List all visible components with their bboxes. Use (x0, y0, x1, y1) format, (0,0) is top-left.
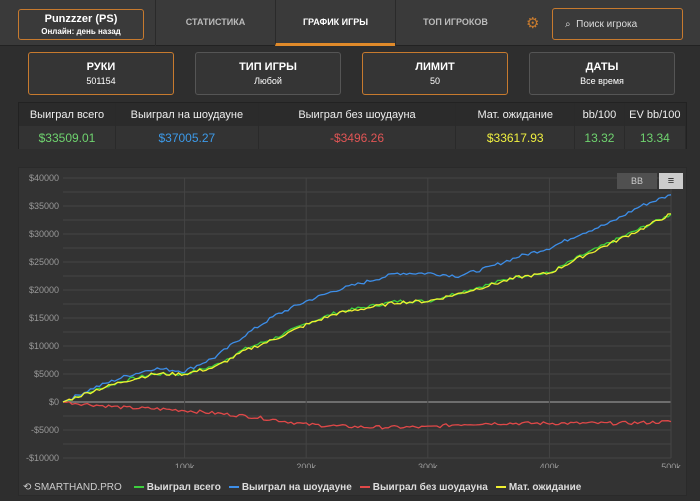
stats-header: Выиграл без шоудауна (259, 103, 457, 126)
legend-swatch (359, 486, 370, 489)
legend-swatch (133, 486, 144, 489)
stats-table: Выиграл всего Выиграл на шоудауне Выиграл … (18, 102, 687, 149)
top-nav: Punzzzer (PS) Онлайн: день назад СТАТИСТ… (0, 0, 700, 46)
user-card[interactable]: Punzzzer (PS) Онлайн: день назад (18, 9, 144, 40)
filter-value: Все время (580, 76, 624, 86)
x-tick-label: 100k (175, 462, 195, 468)
search-input[interactable]: ⌕ Поиск игрока (552, 8, 683, 40)
y-tick-label: $5000 (34, 369, 59, 379)
stats-header: Выиграл всего (19, 103, 116, 126)
user-status: Онлайн: день назад (41, 27, 121, 36)
y-tick-label: $40000 (29, 173, 59, 183)
filter-label: ТИП ИГРЫ (239, 61, 297, 73)
filter-hands[interactable]: РУКИ 501154 (28, 52, 174, 95)
legend-item[interactable]: Мат. ожидание (495, 482, 582, 493)
stats-value-row: $33509.01 $37005.27 -$3496.26 $33617.93 13.3… (19, 126, 686, 149)
y-tick-label: $30000 (29, 229, 59, 239)
filter-label: ДАТЫ (585, 61, 619, 73)
bb-toggle-button[interactable]: BB (617, 173, 657, 189)
legend-swatch (495, 486, 506, 489)
filter-value: 501154 (86, 76, 116, 86)
y-tick-label: -$10000 (26, 453, 59, 463)
stats-value: $33617.93 (456, 126, 576, 149)
y-tick-label: $35000 (29, 201, 59, 211)
search-placeholder: Поиск игрока (576, 19, 638, 30)
y-tick-label: $25000 (29, 257, 59, 267)
filter-label: ЛИМИТ (415, 61, 455, 73)
search-icon: ⌕ (565, 19, 571, 30)
menu-icon[interactable]: ≡ (659, 173, 683, 189)
brand-text: SMARTHAND.PRO (34, 482, 122, 493)
x-tick-label: 400k (540, 462, 560, 468)
stats-header: Мат. ожидание (456, 103, 576, 126)
x-tick-label: 200k (296, 462, 316, 468)
stats-header: Выиграл на шоудауне (116, 103, 259, 126)
series-line-2 (62, 400, 672, 430)
legend-label: Выиграл без шоудауна (372, 482, 488, 493)
y-tick-label: $10000 (29, 341, 59, 351)
gear-icon[interactable]: ⚙ (526, 15, 540, 32)
y-tick-label: $0 (49, 397, 59, 407)
legend: ⟲ SMARTHAND.PRO Выиграл всего Выиграл на … (23, 482, 581, 493)
series-line-1 (62, 194, 672, 403)
legend-item[interactable]: Выиграл всего (133, 482, 221, 493)
legend-item[interactable]: Выиграл без шоудауна (359, 482, 488, 493)
filter-limit[interactable]: ЛИМИТ 50 (362, 52, 508, 95)
filter-dates[interactable]: ДАТЫ Все время (529, 52, 675, 95)
filter-value: 50 (429, 76, 440, 86)
chart-svg: $40000 $35000 $30000 $25000 $20000 $15000 $100… (26, 173, 681, 472)
tab-game-graph[interactable]: ГРАФИК ИГРЫ (275, 0, 395, 46)
filter-label: РУКИ (86, 61, 116, 73)
stats-header: EV bb/100 (625, 103, 686, 126)
y-tick-label: $15000 (29, 313, 59, 323)
legend-item[interactable]: Выиграл на шоудауне (228, 482, 352, 493)
legend-label: Выиграл всего (146, 482, 221, 493)
filter-game-type[interactable]: ТИП ИГРЫ Любой (195, 52, 341, 95)
stats-value: 13.34 (625, 126, 686, 149)
chart-panel: $40000 $35000 $30000 $25000 $20000 $15000 $100… (18, 167, 687, 496)
y-tick-label: $20000 (29, 285, 59, 295)
stats-header-row: Выиграл всего Выиграл на шоудауне Выиграл … (19, 103, 686, 126)
y-tick-label: -$5000 (31, 425, 59, 435)
filter-value: Любой (254, 76, 282, 86)
legend-label: Мат. ожидание (508, 482, 582, 493)
brand-logo: ⟲ SMARTHAND.PRO (23, 482, 122, 493)
stats-value: $33509.01 (19, 126, 116, 149)
stats-value: $37005.27 (116, 126, 259, 149)
user-name: Punzzzer (PS) (44, 13, 118, 25)
legend-swatch (228, 486, 239, 489)
x-tick-label: 500k (661, 462, 681, 468)
tab-statistics[interactable]: СТАТИСТИКА (155, 0, 275, 46)
x-tick-label: 300k (418, 462, 438, 468)
stats-value: -$3496.26 (259, 126, 457, 149)
stats-header: bb/100 (575, 103, 625, 126)
series-line-3 (62, 213, 672, 403)
legend-label: Выиграл на шоудауне (241, 482, 352, 493)
stats-value: 13.32 (575, 126, 625, 149)
tab-top-players[interactable]: ТОП ИГРОКОВ (395, 0, 515, 46)
